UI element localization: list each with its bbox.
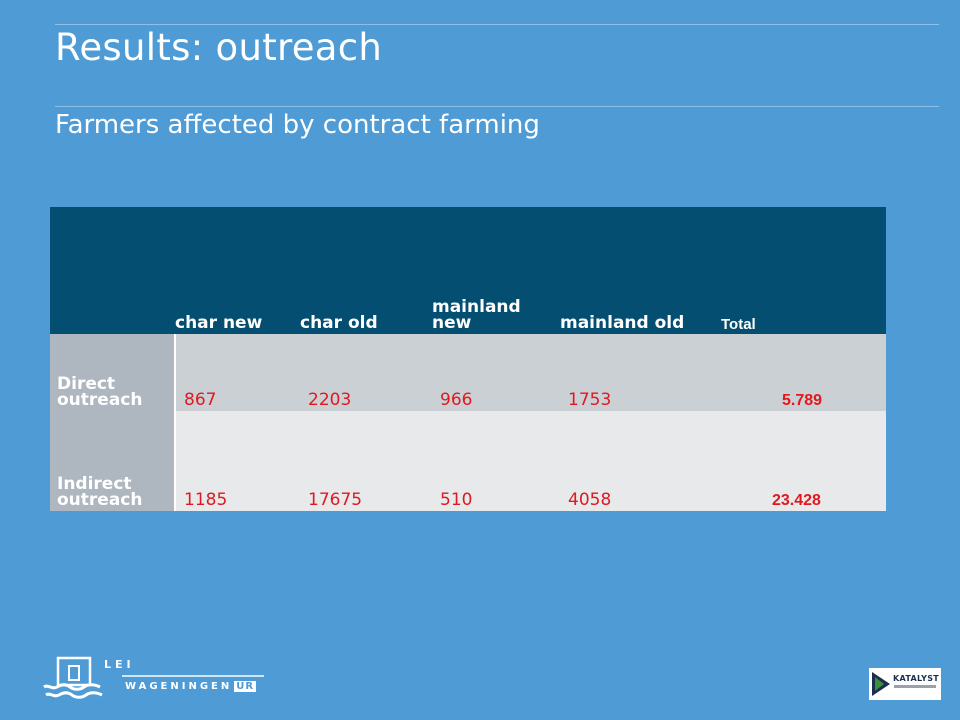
table-cell: 1753	[560, 334, 712, 411]
table-cell: 867	[175, 334, 300, 411]
table-cell: 4058	[560, 411, 712, 511]
ur-label: UR	[234, 681, 257, 692]
katalyst-tagline-bar	[894, 685, 936, 688]
table-header-row: char new char old mainland new mainland …	[50, 207, 886, 334]
header-empty-cell	[50, 207, 175, 334]
katalyst-label: KATALYST	[893, 674, 940, 683]
wageningen-label: WAGENINGEN	[125, 681, 233, 692]
header-mainland-old: mainland old	[560, 207, 712, 334]
table-cell: 1185	[175, 411, 300, 511]
table-cell: 966	[432, 334, 560, 411]
table-cell: 510	[432, 411, 560, 511]
slide-subtitle: Farmers affected by contract farming	[55, 110, 540, 140]
header-char-new: char new	[175, 207, 300, 334]
total-cell: 23.428	[712, 411, 886, 511]
row-label-direct: Direct outreach	[50, 334, 176, 411]
header-total: Total	[712, 207, 886, 334]
wageningen-ur-label: WAGENINGEN UR	[125, 681, 257, 692]
table-cell: 17675	[300, 411, 432, 511]
header-mainland-new: mainland new	[432, 207, 560, 334]
table-cell: 2203	[300, 334, 432, 411]
table-row: Indirect outreach 1185 17675 510 4058 23…	[50, 411, 886, 511]
header-char-old: char old	[300, 207, 432, 334]
lei-label: LEI	[104, 658, 135, 671]
katalyst-arrow-icon	[872, 672, 890, 696]
katalyst-logo: KATALYST	[869, 668, 941, 700]
top-divider	[55, 24, 939, 25]
total-cell: 5.789	[712, 334, 886, 411]
slide-title: Results: outreach	[55, 26, 383, 69]
table-row: Direct outreach 867 2203 966 1753 5.789	[50, 334, 886, 411]
title-divider	[55, 106, 939, 107]
row-label-indirect: Indirect outreach	[50, 411, 176, 511]
outreach-table: char new char old mainland new mainland …	[50, 207, 886, 511]
wageningen-logo-icon	[43, 656, 264, 699]
